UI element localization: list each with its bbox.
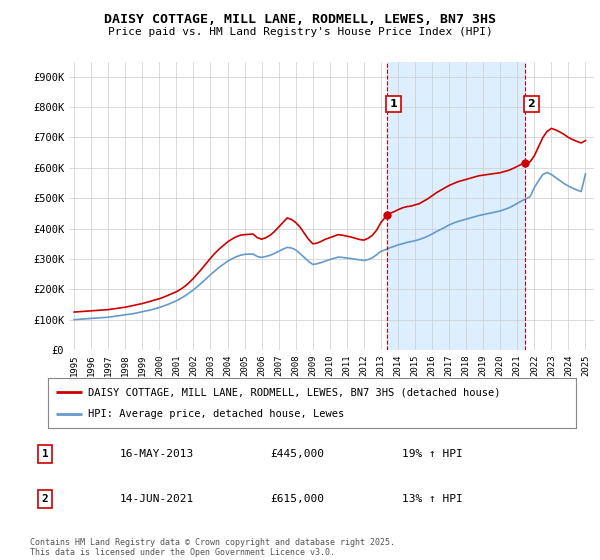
Text: 16-MAY-2013: 16-MAY-2013 [120,449,194,459]
Text: 2004: 2004 [223,354,232,376]
Text: 1996: 1996 [86,354,95,376]
Text: 2014: 2014 [394,354,403,376]
Text: 2017: 2017 [445,354,454,376]
Text: 2015: 2015 [410,354,419,376]
Text: 14-JUN-2021: 14-JUN-2021 [120,494,194,504]
Text: 2006: 2006 [257,354,266,376]
Bar [387,62,525,350]
Text: Contains HM Land Registry data © Crown copyright and database right 2025.
This d: Contains HM Land Registry data © Crown c… [30,538,395,557]
Text: 2012: 2012 [359,354,368,376]
Text: 2020: 2020 [496,354,505,376]
Text: 1: 1 [390,99,398,109]
Text: 2: 2 [527,99,535,109]
Text: 1997: 1997 [104,354,113,376]
Text: 2011: 2011 [343,354,352,376]
Text: 2022: 2022 [530,354,539,376]
Text: 19% ↑ HPI: 19% ↑ HPI [402,449,463,459]
Text: 2003: 2003 [206,354,215,376]
Text: 2023: 2023 [547,354,556,376]
Text: 2010: 2010 [325,354,334,376]
Text: 13% ↑ HPI: 13% ↑ HPI [402,494,463,504]
Text: 2021: 2021 [513,354,522,376]
Text: 1: 1 [41,449,49,459]
Text: 1998: 1998 [121,354,130,376]
Text: 2001: 2001 [172,354,181,376]
Text: 2013: 2013 [376,354,385,376]
Text: 2018: 2018 [461,354,470,376]
Text: 2005: 2005 [240,354,249,376]
Text: DAISY COTTAGE, MILL LANE, RODMELL, LEWES, BN7 3HS (detached house): DAISY COTTAGE, MILL LANE, RODMELL, LEWES… [88,387,500,397]
Text: 2002: 2002 [189,354,198,376]
Text: 1995: 1995 [70,354,79,376]
Text: 2007: 2007 [274,354,283,376]
Text: 1999: 1999 [138,354,147,376]
Text: 2009: 2009 [308,354,317,376]
Text: £615,000: £615,000 [270,494,324,504]
Text: Price paid vs. HM Land Registry's House Price Index (HPI): Price paid vs. HM Land Registry's House … [107,27,493,37]
Text: 2024: 2024 [564,354,573,376]
Text: HPI: Average price, detached house, Lewes: HPI: Average price, detached house, Lewe… [88,409,344,419]
Text: 2019: 2019 [479,354,488,376]
Text: £445,000: £445,000 [270,449,324,459]
Text: 2008: 2008 [291,354,300,376]
Text: 2000: 2000 [155,354,164,376]
Text: 2: 2 [41,494,49,504]
Text: DAISY COTTAGE, MILL LANE, RODMELL, LEWES, BN7 3HS: DAISY COTTAGE, MILL LANE, RODMELL, LEWES… [104,13,496,26]
Text: 2025: 2025 [581,354,590,376]
Text: 2016: 2016 [428,354,437,376]
